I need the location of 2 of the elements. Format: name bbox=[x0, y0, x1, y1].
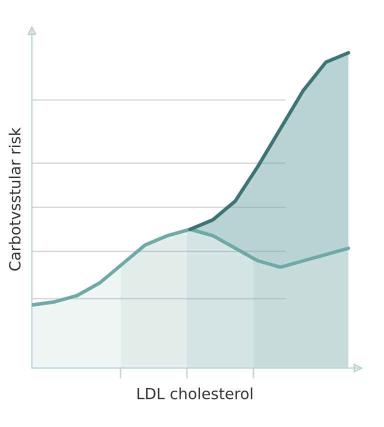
y-axis-title: Carbotvsstular risk bbox=[8, 127, 21, 271]
x-axis-title: LDL cholesterol bbox=[138, 388, 252, 400]
